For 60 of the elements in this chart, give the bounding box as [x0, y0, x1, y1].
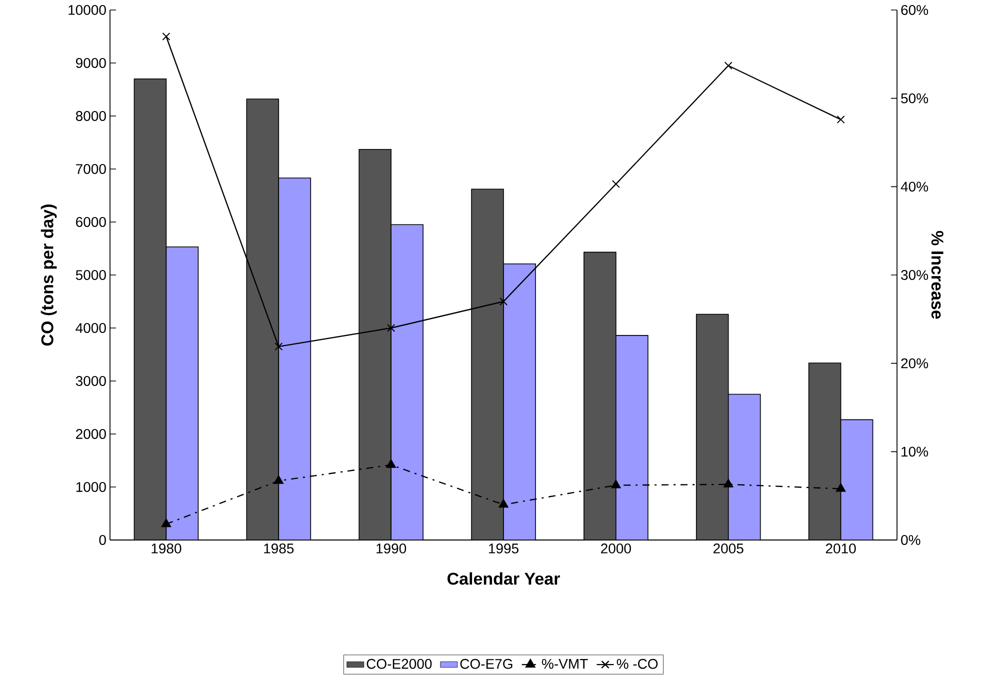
point — [499, 297, 508, 306]
point — [612, 180, 620, 188]
legend-label: CO-E7G — [460, 658, 512, 669]
x-tick-label: 1985 — [264, 544, 294, 554]
x-tick-label: 2010 — [826, 544, 856, 554]
point — [498, 499, 508, 508]
bar — [358, 148, 392, 540]
x-tick-label: 2000 — [601, 544, 631, 554]
bar — [503, 263, 536, 540]
y2-tick-label: 50% — [901, 93, 928, 104]
y-tick-label: 4000 — [76, 323, 106, 333]
y-tick-label: 5000 — [76, 270, 106, 280]
y2-tick-label: 20% — [901, 358, 928, 368]
bar — [840, 419, 874, 540]
bar — [166, 246, 199, 540]
bar — [278, 178, 312, 540]
y-tick-label: 7000 — [76, 164, 106, 174]
point — [724, 62, 732, 70]
y2-axis-title: % Increase — [931, 231, 944, 319]
y-tick-label: 10000 — [68, 5, 106, 15]
bar — [134, 78, 167, 540]
legend-label: CO-E2000 — [366, 658, 432, 669]
legend-label: % -CO — [616, 658, 658, 669]
bar — [728, 394, 761, 540]
y2-tick-label: 0% — [901, 535, 920, 545]
point — [274, 475, 284, 484]
bar — [246, 98, 280, 540]
bar — [696, 314, 729, 540]
x-tick-label: 1990 — [376, 544, 406, 554]
bar — [808, 362, 842, 540]
point — [386, 459, 396, 468]
bar — [390, 224, 424, 540]
x-axis-title: Calendar Year — [448, 572, 560, 585]
y-tick-label: 2000 — [76, 429, 106, 439]
y-tick-label: 1000 — [76, 482, 106, 492]
bar — [471, 188, 504, 540]
point — [162, 32, 170, 41]
y-tick-label: 8000 — [76, 111, 106, 121]
y-tick-label: 0 — [99, 535, 106, 545]
y2-tick-label: 40% — [900, 182, 928, 192]
legend-label: %-VMT — [542, 658, 588, 669]
point — [836, 483, 846, 492]
y2-tick-label: 60% — [901, 5, 928, 15]
y2-tick-label: 30% — [901, 270, 928, 280]
point — [611, 480, 621, 488]
y-tick-label: 6000 — [76, 217, 106, 227]
y-tick-label: 3000 — [76, 376, 106, 386]
y-tick-label: 9000 — [76, 58, 106, 68]
point — [274, 342, 283, 351]
y-axis-title: CO (tons per day) — [40, 204, 57, 346]
x-tick-label: 1995 — [488, 544, 518, 554]
y2-tick-label: 10% — [902, 446, 928, 457]
bar — [616, 335, 648, 540]
x-tick-label: 1980 — [152, 544, 182, 554]
bar — [584, 252, 616, 540]
point — [836, 115, 845, 124]
point — [387, 324, 396, 332]
point — [724, 478, 734, 488]
x-tick-label: 2005 — [713, 544, 744, 554]
point — [161, 518, 172, 528]
